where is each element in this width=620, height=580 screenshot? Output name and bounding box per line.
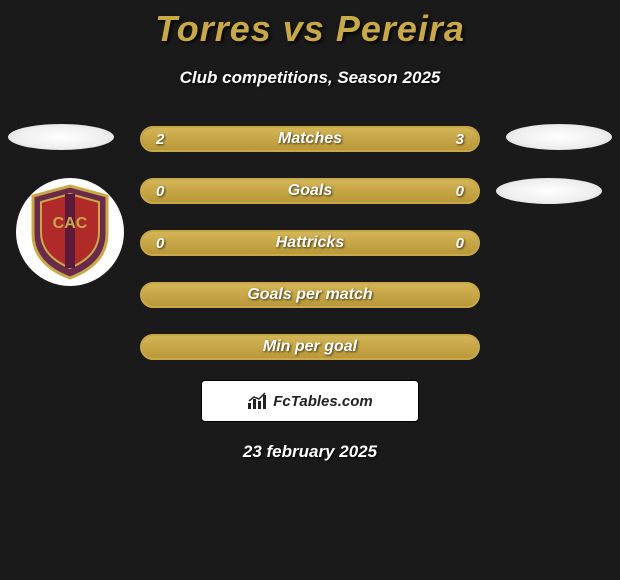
club-crest-icon: CAC <box>27 184 113 280</box>
stat-value-right: 3 <box>456 131 464 148</box>
stat-value-left: 2 <box>156 131 164 148</box>
stat-label: Goals <box>288 182 332 200</box>
stat-value-right: 0 <box>456 235 464 252</box>
season-subtitle: Club competitions, Season 2025 <box>0 68 620 88</box>
player2-club-placeholder <box>496 178 602 204</box>
stat-row: Min per goal <box>140 334 480 360</box>
comparison-card: Torres vs Pereira Club competitions, Sea… <box>0 0 620 462</box>
comparison-date: 23 february 2025 <box>0 442 620 462</box>
stat-value-left: 0 <box>156 183 164 200</box>
stat-row: Goals per match <box>140 282 480 308</box>
stat-row: 2 3 Matches <box>140 126 480 152</box>
fctables-branding[interactable]: FcTables.com <box>201 380 419 422</box>
stat-row: 0 0 Hattricks <box>140 230 480 256</box>
stat-label: Hattricks <box>276 234 344 252</box>
stat-value-left: 0 <box>156 235 164 252</box>
stat-label: Goals per match <box>247 286 372 304</box>
stat-label: Matches <box>278 130 342 148</box>
player2-photo-placeholder <box>506 124 612 150</box>
player1-club-badge: CAC <box>16 178 124 286</box>
stat-label: Min per goal <box>263 338 357 356</box>
chart-icon <box>247 392 269 410</box>
stat-row: 0 0 Goals <box>140 178 480 204</box>
player1-photo-placeholder <box>8 124 114 150</box>
page-title: Torres vs Pereira <box>0 8 620 50</box>
stat-value-right: 0 <box>456 183 464 200</box>
branding-text: FcTables.com <box>273 393 372 410</box>
svg-text:CAC: CAC <box>53 215 88 232</box>
